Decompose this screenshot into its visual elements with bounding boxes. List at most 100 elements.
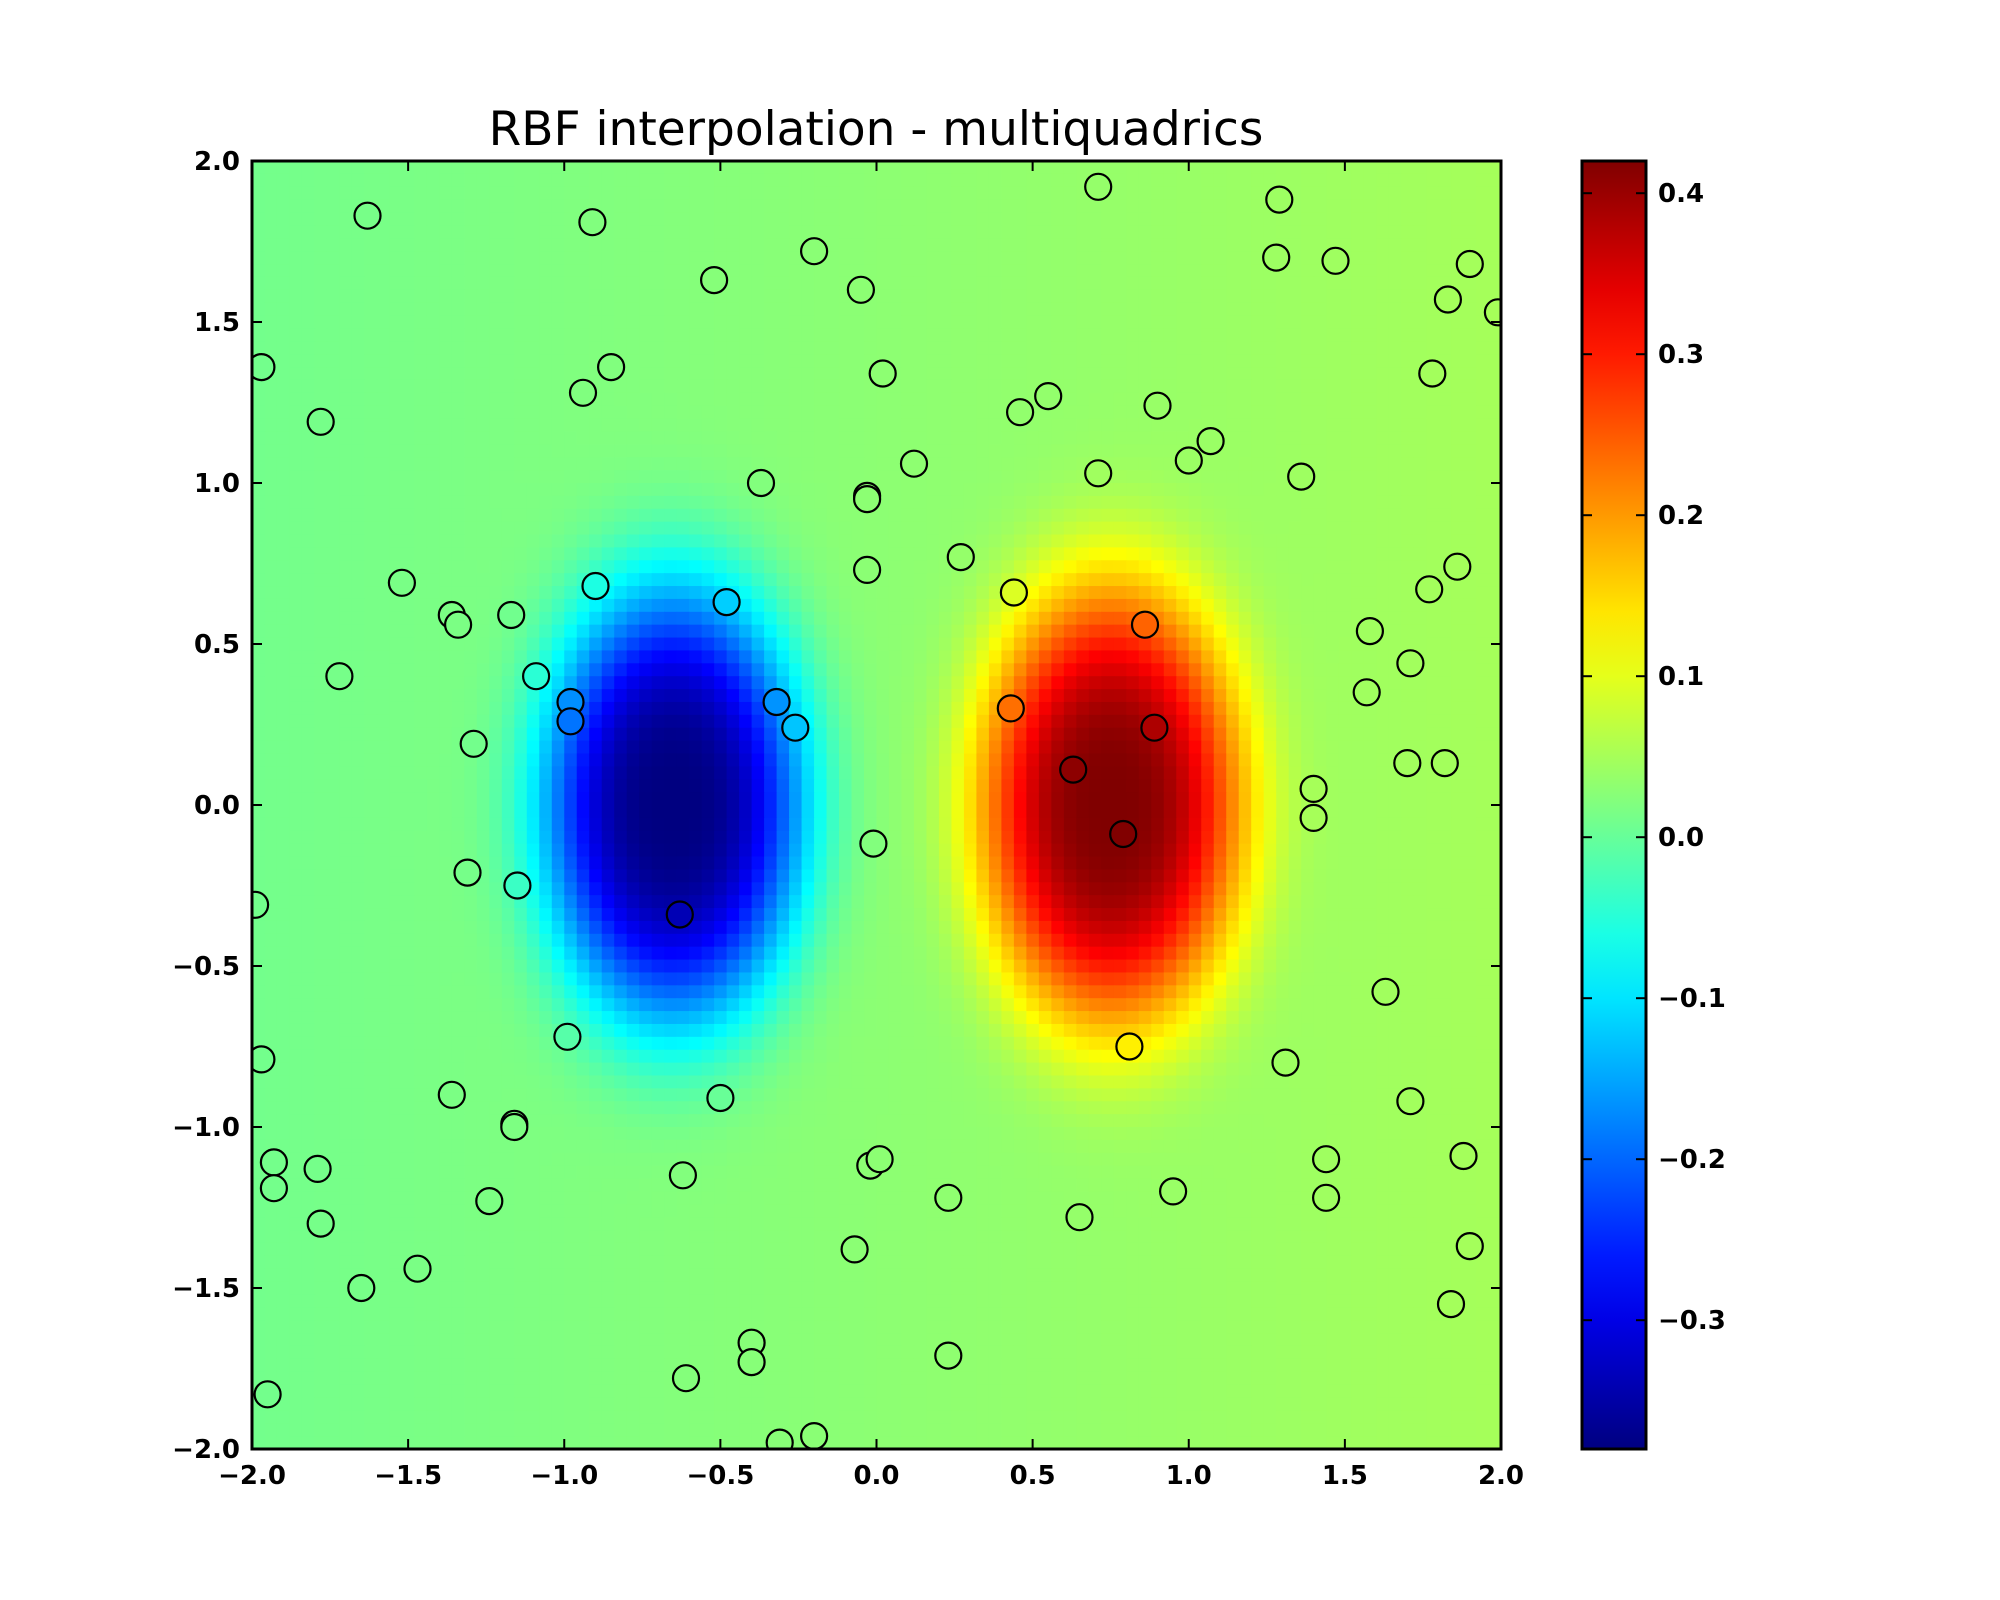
heatmap-cell [576, 779, 590, 793]
heatmap-cell [1251, 637, 1265, 652]
heatmap-cell [564, 238, 578, 252]
heatmap-cell [1163, 238, 1177, 252]
heatmap-cell [1338, 573, 1352, 587]
heatmap-cell [1463, 637, 1477, 652]
heatmap-cell [564, 341, 578, 355]
heatmap-cell [1163, 586, 1177, 600]
heatmap-cell [1088, 676, 1102, 690]
heatmap-cell [739, 495, 753, 510]
heatmap-cell [676, 753, 690, 767]
heatmap-cell [301, 779, 316, 793]
heatmap-cell [489, 276, 503, 291]
heatmap-cell [1363, 766, 1377, 780]
heatmap-cell [1113, 534, 1127, 548]
heatmap-cell [1226, 161, 1240, 175]
heatmap-cell [601, 199, 615, 214]
heatmap-cell [814, 598, 828, 613]
heatmap-cell [1326, 470, 1340, 484]
heatmap-cell [289, 238, 303, 252]
heatmap-cell [389, 418, 403, 433]
heatmap-cell [514, 792, 528, 806]
heatmap-cell [1363, 598, 1377, 613]
heatmap-cell [426, 495, 440, 510]
heatmap-cell [551, 611, 565, 626]
heatmap-cell [1288, 753, 1302, 767]
heatmap-cell [1026, 586, 1040, 600]
heatmap-cell [963, 161, 978, 175]
heatmap-cell [339, 701, 353, 716]
heatmap-cell [414, 444, 428, 458]
heatmap-cell [1051, 354, 1065, 368]
heatmap-cell [326, 598, 341, 613]
heatmap-cell [1388, 560, 1402, 574]
heatmap-cell [689, 586, 703, 600]
heatmap-cell [776, 405, 790, 420]
heatmap-cell [1113, 431, 1127, 445]
heatmap-cell [439, 302, 453, 317]
heatmap-cell [1038, 328, 1052, 342]
heatmap-cell [539, 611, 553, 626]
heatmap-cell [1013, 663, 1027, 677]
heatmap-cell [1213, 161, 1227, 175]
heatmap-cell [851, 740, 865, 755]
heatmap-cell [301, 534, 316, 548]
heatmap-cell [1038, 753, 1052, 767]
chart-title: RBF interpolation - multiquadrics [489, 102, 1264, 157]
heatmap-cell [1213, 547, 1227, 561]
heatmap-cell [826, 341, 840, 355]
heatmap-cell [801, 379, 815, 394]
heatmap-cell [1101, 521, 1115, 536]
heatmap-cell [764, 457, 778, 471]
heatmap-cell [1126, 727, 1140, 742]
heatmap-cell [1013, 792, 1027, 806]
heatmap-cell [664, 727, 678, 742]
heatmap-cell [451, 637, 465, 652]
heatmap-cell [539, 495, 553, 510]
heatmap-cell [963, 238, 978, 252]
heatmap-cell [888, 701, 903, 716]
heatmap-cell [289, 418, 303, 433]
heatmap-cell [839, 418, 853, 433]
heatmap-cell [489, 727, 503, 742]
heatmap-cell [1163, 315, 1177, 330]
heatmap-cell [1288, 328, 1302, 342]
heatmap-cell [726, 212, 740, 226]
heatmap-cell [601, 328, 615, 342]
heatmap-cell [1401, 418, 1415, 433]
heatmap-cell [464, 560, 478, 574]
heatmap-cell [1263, 624, 1277, 639]
heatmap-cell [514, 392, 528, 407]
heatmap-cell [1113, 714, 1127, 729]
heatmap-cell [814, 701, 828, 716]
heatmap-cell [364, 689, 378, 703]
heatmap-cell [1401, 637, 1415, 652]
heatmap-cell [1113, 418, 1127, 433]
heatmap-cell [676, 251, 690, 265]
heatmap-cell [764, 289, 778, 304]
heatmap-cell [1488, 431, 1501, 445]
heatmap-cell [576, 521, 590, 536]
heatmap-cell [938, 379, 953, 394]
heatmap-cell [926, 431, 940, 445]
heatmap-cell [651, 792, 665, 806]
heatmap-cell [1338, 495, 1352, 510]
heatmap-cell [1251, 689, 1265, 703]
heatmap-cell [576, 405, 590, 420]
heatmap-cell [1376, 315, 1390, 330]
heatmap-cell [639, 264, 653, 278]
heatmap-cell [1101, 753, 1115, 767]
heatmap-cell [301, 663, 316, 677]
heatmap-cell [326, 379, 341, 394]
heatmap-cell [926, 341, 940, 355]
heatmap-cell [726, 161, 740, 175]
heatmap-cell [1201, 341, 1215, 355]
heatmap-cell [264, 676, 278, 690]
heatmap-cell [526, 470, 540, 484]
heatmap-cell [1126, 186, 1140, 201]
heatmap-cell [1363, 521, 1377, 536]
heatmap-cell [464, 573, 478, 587]
heatmap-cell [1276, 727, 1290, 742]
heatmap-cell [1313, 663, 1327, 677]
heatmap-cell [1376, 251, 1390, 265]
heatmap-cell [289, 161, 303, 175]
